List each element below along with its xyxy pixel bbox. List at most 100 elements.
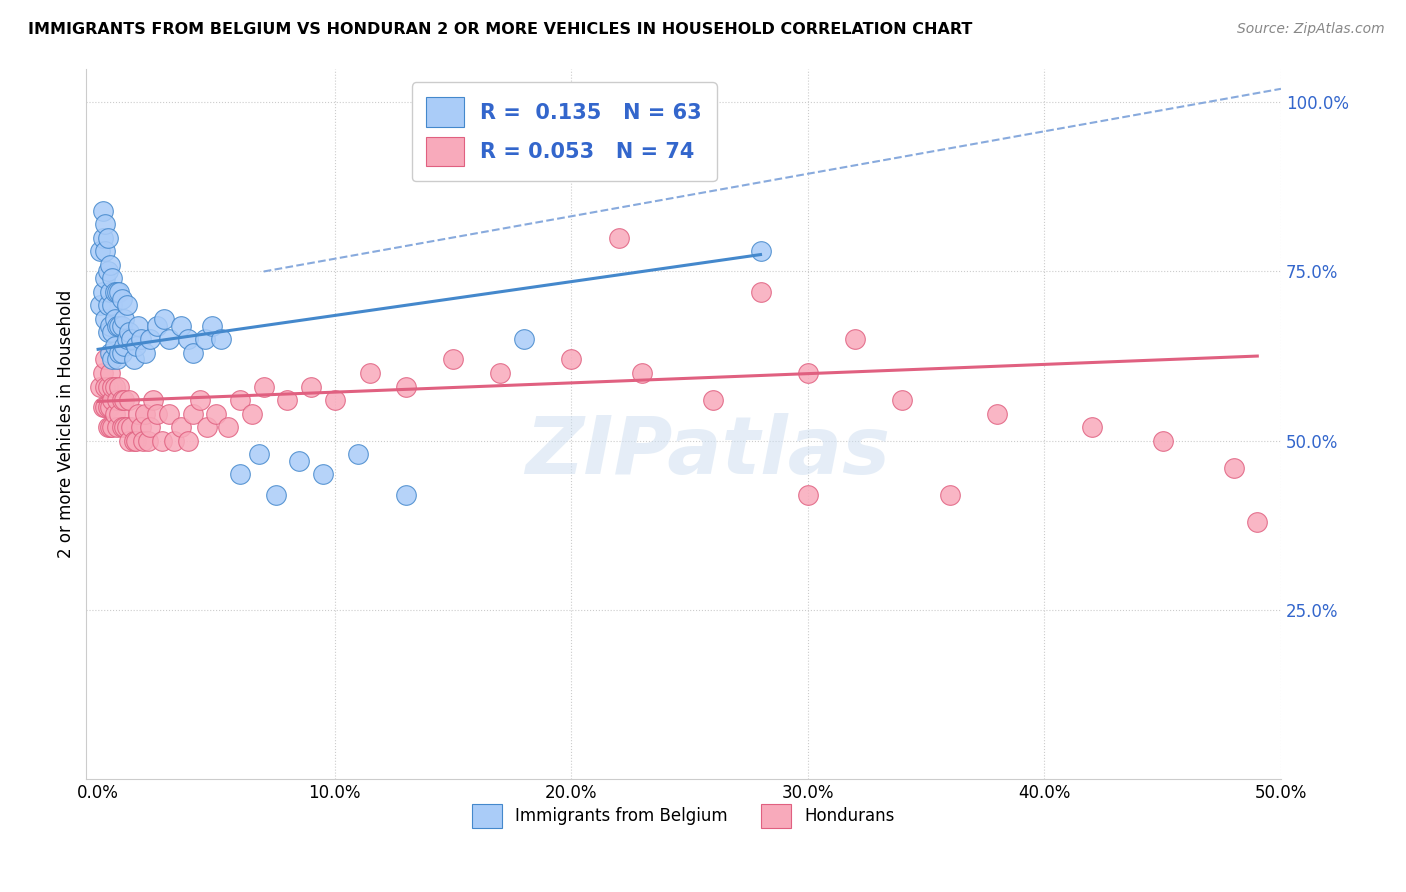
Point	[986, 407, 1008, 421]
Point	[94, 400, 117, 414]
Point	[122, 434, 145, 448]
Point	[111, 420, 134, 434]
Point	[108, 285, 131, 299]
Point	[104, 407, 127, 421]
Point	[98, 318, 121, 333]
Point	[98, 285, 121, 299]
Point	[120, 420, 142, 434]
Point	[122, 352, 145, 367]
Point	[97, 400, 120, 414]
Point	[1246, 515, 1268, 529]
Point	[108, 318, 131, 333]
Point	[105, 420, 128, 434]
Point	[229, 467, 252, 482]
Point	[129, 332, 152, 346]
Point	[288, 454, 311, 468]
Point	[111, 392, 134, 407]
Point	[104, 339, 127, 353]
Point	[97, 420, 120, 434]
Point	[98, 400, 121, 414]
Point	[513, 332, 536, 346]
Point	[749, 285, 772, 299]
Point	[91, 285, 114, 299]
Point	[108, 379, 131, 393]
Point	[141, 392, 163, 407]
Point	[94, 311, 117, 326]
Point	[129, 420, 152, 434]
Point	[111, 318, 134, 333]
Point	[91, 400, 114, 414]
Point	[98, 345, 121, 359]
Point	[136, 434, 159, 448]
Point	[702, 392, 724, 407]
Point	[101, 379, 124, 393]
Point	[607, 230, 630, 244]
Point	[134, 345, 156, 359]
Point	[94, 271, 117, 285]
Text: IMMIGRANTS FROM BELGIUM VS HONDURAN 2 OR MORE VEHICLES IN HOUSEHOLD CORRELATION : IMMIGRANTS FROM BELGIUM VS HONDURAN 2 OR…	[28, 22, 973, 37]
Point	[101, 326, 124, 340]
Point	[157, 407, 180, 421]
Point	[112, 311, 135, 326]
Point	[1152, 434, 1174, 448]
Point	[104, 379, 127, 393]
Point	[797, 488, 820, 502]
Point	[153, 311, 176, 326]
Point	[1222, 460, 1244, 475]
Point	[104, 285, 127, 299]
Point	[201, 318, 224, 333]
Point	[229, 392, 252, 407]
Point	[98, 258, 121, 272]
Point	[108, 345, 131, 359]
Point	[118, 392, 141, 407]
Point	[105, 285, 128, 299]
Point	[157, 332, 180, 346]
Point	[97, 264, 120, 278]
Point	[253, 379, 276, 393]
Point	[115, 332, 138, 346]
Point	[104, 311, 127, 326]
Point	[395, 488, 418, 502]
Point	[939, 488, 962, 502]
Point	[395, 379, 418, 393]
Point	[177, 332, 200, 346]
Point	[441, 352, 464, 367]
Point	[101, 271, 124, 285]
Point	[91, 203, 114, 218]
Point	[127, 318, 149, 333]
Point	[89, 379, 111, 393]
Point	[139, 420, 162, 434]
Point	[111, 292, 134, 306]
Point	[195, 420, 218, 434]
Y-axis label: 2 or more Vehicles in Household: 2 or more Vehicles in Household	[58, 290, 75, 558]
Point	[489, 366, 512, 380]
Point	[112, 339, 135, 353]
Point	[120, 332, 142, 346]
Point	[98, 366, 121, 380]
Point	[359, 366, 381, 380]
Point	[94, 244, 117, 259]
Point	[101, 420, 124, 434]
Point	[181, 407, 204, 421]
Point	[276, 392, 298, 407]
Point	[146, 318, 169, 333]
Point	[112, 420, 135, 434]
Point	[188, 392, 211, 407]
Point	[101, 298, 124, 312]
Point	[247, 447, 270, 461]
Point	[112, 392, 135, 407]
Point	[105, 318, 128, 333]
Point	[177, 434, 200, 448]
Point	[891, 392, 914, 407]
Legend: Immigrants from Belgium, Hondurans: Immigrants from Belgium, Hondurans	[465, 797, 901, 835]
Point	[150, 434, 173, 448]
Point	[125, 339, 148, 353]
Point	[312, 467, 335, 482]
Point	[264, 488, 287, 502]
Point	[170, 420, 193, 434]
Point	[240, 407, 263, 421]
Point	[97, 230, 120, 244]
Point	[139, 332, 162, 346]
Point	[118, 326, 141, 340]
Point	[560, 352, 582, 367]
